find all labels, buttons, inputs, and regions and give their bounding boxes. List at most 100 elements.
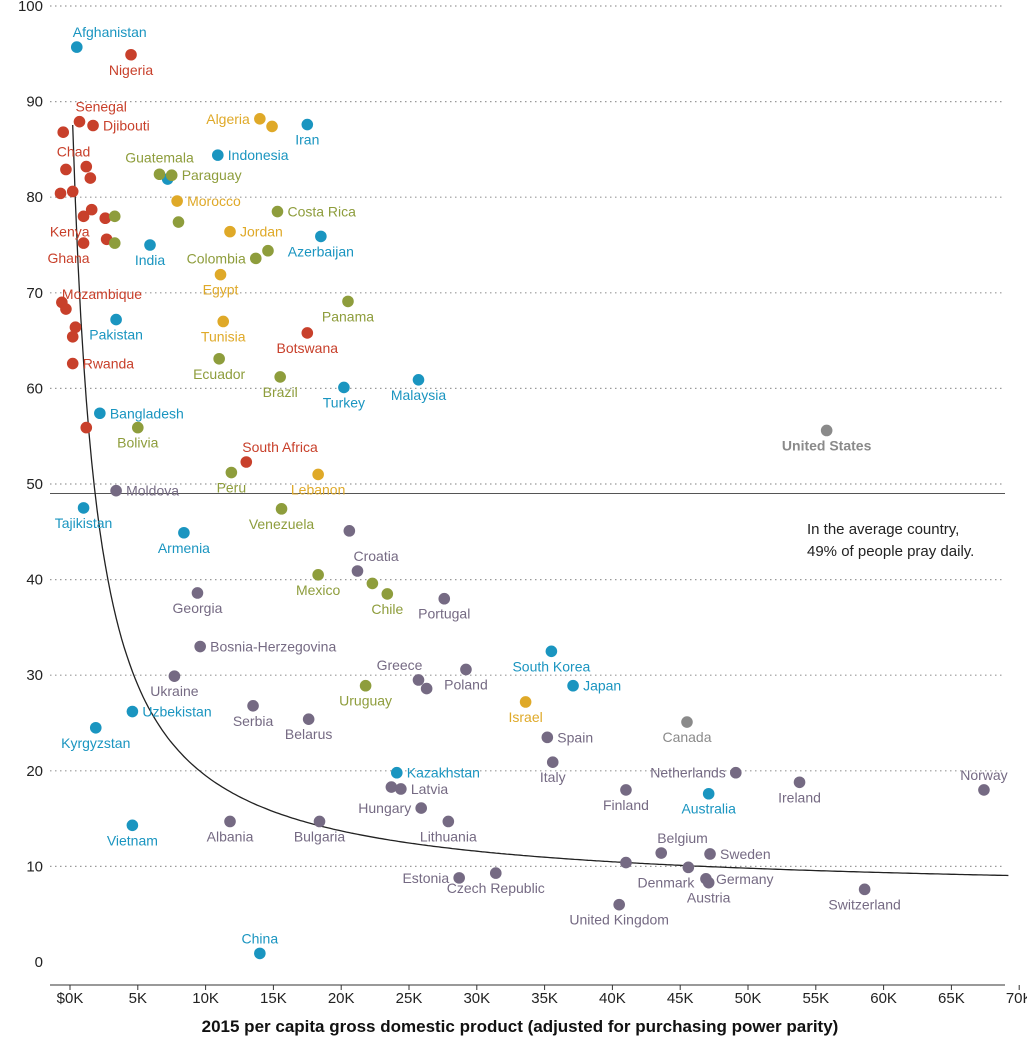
point-uruguay <box>359 679 372 692</box>
label-united-states: United States <box>782 437 872 453</box>
point-europe <box>420 682 433 695</box>
x-tick-label: 10K <box>192 990 219 1007</box>
point-south-africa <box>240 456 253 468</box>
point-norway <box>978 784 990 796</box>
label-uruguay: Uruguay <box>339 693 392 709</box>
x-axis-ticks: $0K 5K 10K 15K 20K 25K 30K 35K 40K 45K 50K 55K 60K 65… <box>57 985 1027 1007</box>
point-portugal <box>438 592 451 605</box>
point-rwanda <box>66 357 79 370</box>
point-pakistan <box>110 313 122 326</box>
point-chile <box>381 588 394 600</box>
label-brazil: Brazil <box>263 384 298 400</box>
label-south-korea: South Korea <box>512 658 590 674</box>
point-europe <box>343 525 356 537</box>
point-africa <box>85 203 98 216</box>
point-kyrgyzstan <box>89 721 102 734</box>
label-portugal: Portugal <box>418 606 470 622</box>
point-africa <box>60 163 72 176</box>
label-norway: Norway <box>960 767 1007 783</box>
point-spain <box>541 731 554 744</box>
average-annotation-line1: In the average country, <box>807 521 959 538</box>
label-costa-rica: Costa Rica <box>287 204 356 220</box>
point-china <box>254 947 266 960</box>
point-africa <box>66 330 79 343</box>
point-lebanon <box>312 468 324 481</box>
label-denmark: Denmark <box>638 874 696 890</box>
point-poland <box>460 663 472 676</box>
label-sweden: Sweden <box>720 846 771 862</box>
label-morocco: Morocco <box>187 193 241 209</box>
label-ukraine: Ukraine <box>150 683 198 699</box>
point-sweden <box>704 848 716 860</box>
x-tick-label: 55K <box>802 990 829 1007</box>
point-jordan <box>224 225 236 238</box>
point-albania <box>224 815 236 828</box>
label-switzerland: Switzerland <box>828 896 900 912</box>
label-china: China <box>242 930 279 946</box>
point-labels: Afghanistan Nigeria Senegal Djibouti Chad Ken… <box>48 24 1008 946</box>
label-guatemala: Guatemala <box>125 149 194 165</box>
label-indonesia: Indonesia <box>228 147 289 163</box>
point-bolivia <box>132 421 144 434</box>
label-italy: Italy <box>540 769 566 785</box>
point-moldova <box>110 484 122 497</box>
label-jordan: Jordan <box>240 224 283 240</box>
point-botswana <box>301 327 314 339</box>
label-venezuela: Venezuela <box>249 516 315 532</box>
label-chad: Chad <box>57 144 90 160</box>
point-brazil <box>274 371 286 383</box>
y-tick-label: 50 <box>26 476 43 493</box>
label-algeria: Algeria <box>206 111 250 127</box>
point-australia <box>702 787 715 800</box>
label-kenya: Kenya <box>50 223 90 239</box>
label-bolivia: Bolivia <box>117 435 158 451</box>
label-chile: Chile <box>371 601 403 617</box>
point-bosnia-herzegovina <box>194 640 206 653</box>
point-japan <box>567 679 579 692</box>
average-annotation-line2: 49% of people pray daily. <box>807 543 974 560</box>
point-costa-rica <box>271 205 284 218</box>
point-nigeria <box>125 48 137 61</box>
label-austria: Austria <box>687 890 731 906</box>
point-italy <box>546 756 559 768</box>
point-mozambique <box>60 303 72 315</box>
point-georgia <box>191 587 204 599</box>
point-hungary <box>415 802 428 814</box>
point-latin-america <box>172 216 185 228</box>
point-latin-america <box>366 577 379 590</box>
point-bangladesh <box>94 407 106 420</box>
point-netherlands <box>729 766 742 779</box>
label-turkey: Turkey <box>323 394 365 410</box>
point-south-korea <box>545 645 558 658</box>
x-tick-label: 5K <box>129 990 147 1007</box>
label-albania: Albania <box>207 828 254 844</box>
label-armenia: Armenia <box>158 540 210 556</box>
point-austria <box>702 876 715 889</box>
y-tick-label: 0 <box>35 954 43 971</box>
label-mozambique: Mozambique <box>62 286 142 302</box>
point-serbia <box>247 699 259 712</box>
point-uzbekistan <box>126 705 139 718</box>
label-greece: Greece <box>377 657 423 673</box>
label-kyrgyzstan: Kyrgyzstan <box>61 735 130 751</box>
label-belarus: Belarus <box>285 726 332 742</box>
label-pakistan: Pakistan <box>89 327 143 343</box>
label-latvia: Latvia <box>411 781 449 797</box>
label-czech-republic: Czech Republic <box>447 880 545 896</box>
point-africa <box>84 172 97 184</box>
point-africa <box>69 321 82 334</box>
label-ghana: Ghana <box>48 250 90 266</box>
point-estonia <box>453 872 465 884</box>
point-europe <box>385 781 398 793</box>
label-bosnia-herzegovina: Bosnia-Herzegovina <box>210 639 336 655</box>
data-points <box>54 41 990 960</box>
label-mexico: Mexico <box>296 582 341 598</box>
label-afghanistan: Afghanistan <box>73 24 147 40</box>
label-estonia: Estonia <box>402 870 449 886</box>
point-croatia <box>351 565 364 577</box>
point-afghanistan <box>70 41 83 53</box>
label-canada: Canada <box>662 729 711 745</box>
point-iran <box>301 118 314 131</box>
